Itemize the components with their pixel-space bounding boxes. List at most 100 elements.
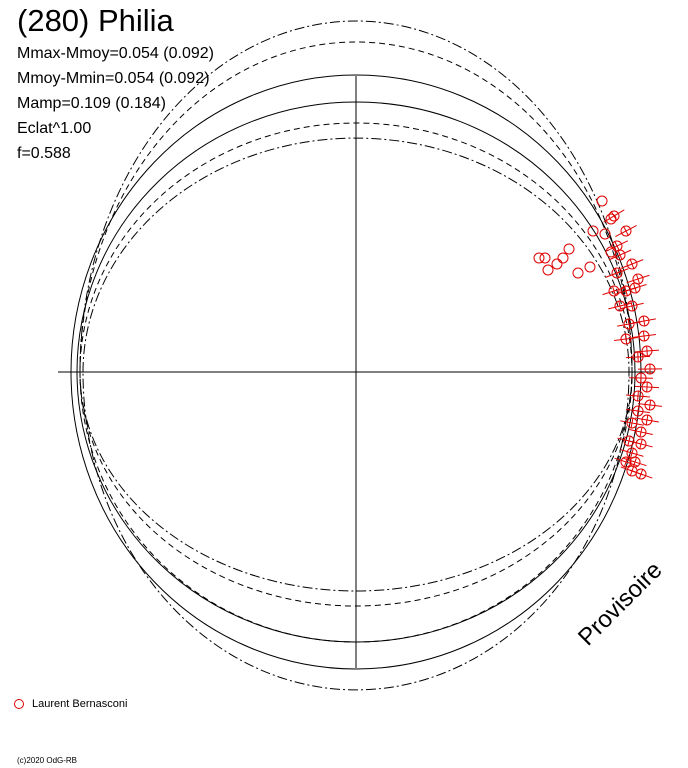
point-marker [584,261,596,273]
error-bar-tick [642,315,646,327]
data-point [608,249,632,261]
error-bar-tick [629,447,635,459]
data-point [551,258,563,270]
error-bar-tick [642,330,646,342]
axes-cross [58,76,654,668]
data-point [605,267,629,279]
data-point [596,195,608,207]
point-marker [626,258,638,270]
error-bar-tick [627,318,631,330]
error-bar-tick [630,300,634,312]
point-marker [623,435,635,447]
stat-eclat: Eclat^1.00 [17,120,92,137]
data-point [623,456,647,468]
legend-label: Laurent Bernasconi [32,698,128,710]
point-marker [626,417,638,429]
error-bar-tick [627,435,631,447]
data-point [617,318,641,330]
error-bar-tick [637,390,639,402]
point-marker [551,258,563,270]
point-marker [632,351,644,363]
data-point [626,405,650,417]
error-bar-tick [617,249,623,261]
point-marker [638,330,650,342]
stat-mamp: Mamp=0.109 (0.184) [17,95,166,112]
error-bar-tick [624,333,628,345]
error-bar-tick [637,351,639,363]
point-marker [626,300,638,312]
error-bar-tick [629,258,635,270]
error-bar-tick [645,414,649,426]
data-point [602,285,626,297]
point-marker [620,456,632,468]
reference-curve-solid-1 [76,101,636,643]
data-point [635,414,659,426]
data-point [620,300,644,312]
data-point [614,333,638,345]
data-point [563,243,575,255]
data-point [620,417,644,429]
stat-f: f=0.588 [17,145,71,162]
error-bar-tick [635,273,641,285]
data-point [629,468,653,480]
point-marker [614,300,626,312]
point-marker [599,228,611,240]
error-bar-tick [646,345,648,357]
data-point [629,438,653,450]
point-marker [563,243,575,255]
point-marker [611,267,623,279]
error-bar-tick [630,417,634,429]
error-bar-tick [636,405,640,417]
data-point [628,372,654,384]
point-marker [623,318,635,330]
point-marker [635,426,647,438]
data-point [637,363,663,375]
error-bar-tick [639,438,643,450]
data-point [584,261,596,273]
error-bar-tick [623,456,629,468]
reference-curve-solid-0 [70,74,642,670]
error-bar-tick [611,285,617,297]
point-marker [614,249,626,261]
point-marker [605,213,617,225]
data-point [634,381,660,393]
point-marker [557,252,569,264]
data-point [620,258,644,270]
point-marker [641,381,653,393]
error-bar-tick [632,456,638,468]
error-bar-tick [618,300,622,312]
data-point [625,351,651,363]
data-point [605,213,617,225]
error-bar-tick [648,399,652,411]
point-marker [641,345,653,357]
stat-mmax-mmoy: Mmax-Mmoy=0.054 (0.092) [17,45,214,62]
point-marker [596,195,608,207]
point-marker [587,225,599,237]
point-marker [608,210,620,222]
point-marker [635,438,647,450]
data-point [629,426,653,438]
data-point [632,330,656,342]
point-marker [641,414,653,426]
point-marker [620,333,632,345]
chart-title: (280) Philia [17,3,174,38]
stat-mmoy-mmin: Mmoy-Mmin=0.054 (0.092) [17,70,210,87]
point-marker [620,285,632,297]
data-point [539,252,551,264]
point-marker [638,315,650,327]
data-point [638,399,662,411]
point-marker [632,405,644,417]
error-bar-tick [614,240,620,252]
data-point [615,225,637,237]
point-marker [632,390,644,402]
point-marker [635,372,647,384]
error-bar-tick [623,225,629,237]
point-marker [635,468,647,480]
data-point [626,390,650,402]
error-bar-tick [639,426,643,438]
point-marker [608,285,620,297]
legend: Laurent Bernasconi [14,697,127,711]
data-point [614,456,638,468]
data-point [533,252,545,264]
